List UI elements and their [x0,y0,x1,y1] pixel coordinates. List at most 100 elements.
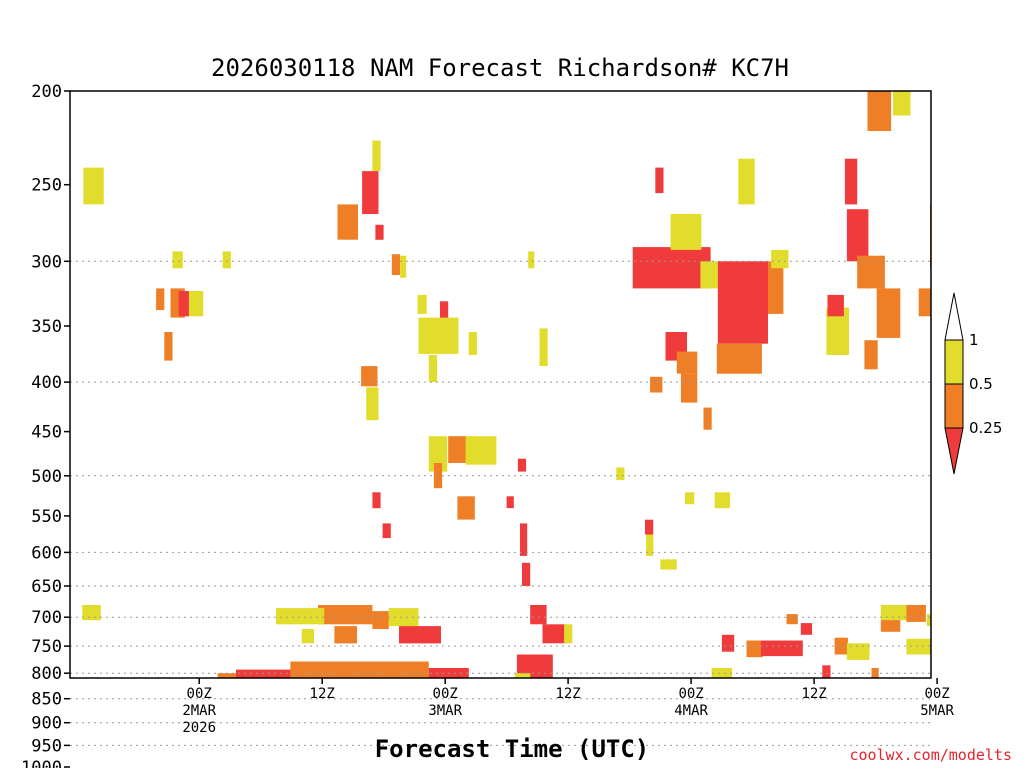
ri-cell [918,288,931,317]
ri-cell [522,562,531,586]
colorbar-label: 0.25 [969,419,1002,437]
ri-cell [716,343,762,374]
ri-cell [650,376,663,393]
x-tick-label: 4MAR [674,703,708,719]
ri-cell [372,140,381,172]
ri-cell [428,436,448,472]
ri-cell [514,673,531,678]
ri-cell [506,496,514,509]
ri-cell [391,254,400,275]
y-tick-label: 500 [31,467,62,487]
ri-cell [440,301,449,320]
ri-cell [318,605,373,625]
ri-cell [539,328,548,366]
ri-cell [680,373,698,403]
ri-cell [382,523,391,539]
ri-cell [721,634,735,652]
colorbar-legend: 1 0.5 0.25 [944,292,1002,475]
ri-cell [703,407,712,430]
credit-text: coolwx.com/modelts [849,746,1012,764]
ri-cell [188,291,204,317]
chart-title: 2026030118 NAM Forecast Richardson# KC7H [211,54,789,82]
y-tick-label: 900 [31,714,62,734]
ri-cell [276,608,325,625]
y-tick-label: 850 [31,690,62,710]
ri-cell [738,158,755,205]
ri-cell [685,492,695,505]
ri-cell [400,255,407,278]
x-tick-label: 5MAR [920,703,954,719]
colorbar-bin [944,383,964,429]
ri-cell [372,492,381,509]
ri-cell [768,261,784,314]
ri-cell [857,255,885,289]
y-tick-label: 700 [31,608,62,628]
plot-background [70,91,931,678]
y-tick-label: 750 [31,637,62,657]
x-axis-label: Forecast Time (UTC) [375,735,650,763]
ri-cell [516,654,553,678]
ri-cell [520,523,528,556]
ri-cell [417,294,427,314]
ri-cell [786,614,798,625]
ri-cell [771,249,789,269]
ri-cell [834,637,848,655]
colorbar-label: 1 [969,331,979,349]
colorbar-bottom-arrow [944,427,964,475]
x-tick-label: 12Z [310,686,335,702]
ri-cell [876,288,901,338]
ri-cell [388,608,419,627]
richardson-cells [82,91,931,678]
y-tick-label: 1000 [21,758,62,768]
y-tick-label: 300 [31,252,62,272]
ri-cell [465,436,497,465]
x-tick-label: 2MAR [182,703,216,719]
ri-cell [418,317,459,354]
plot-frame [69,90,932,679]
ri-cell [880,620,901,632]
ri-cell [926,614,931,626]
ri-cell [660,559,677,570]
ri-cell [361,366,378,387]
colorbar-label: 0.5 [969,375,993,393]
y-tick-label: 350 [31,317,62,337]
ri-cell [334,626,357,644]
ri-cell [827,294,844,317]
ri-cell [372,611,389,629]
ri-cell [236,669,306,678]
ri-cell [301,629,314,644]
ri-cell [655,167,664,194]
ri-cell [906,605,926,622]
ri-cell [717,261,768,344]
ri-cell [337,204,358,240]
x-tick-label: 00Z [678,686,703,702]
ri-cell [846,209,869,262]
x-tick-label: 2026 [182,720,216,736]
ri-cell [164,332,173,361]
x-tick-label: 00Z [187,686,212,702]
ri-cell [616,467,625,481]
ri-cell [700,261,718,289]
ri-cell [746,640,763,658]
ri-cell [222,251,231,269]
ri-cell [457,496,475,520]
ri-cell [468,332,477,355]
x-tick-label: 00Z [433,686,458,702]
y-tick-label: 650 [31,577,62,597]
ri-cell [362,171,379,214]
ri-cell [864,340,878,370]
ri-cell [760,640,803,657]
ri-cell [800,623,813,635]
y-tick-label: 400 [31,373,62,393]
y-tick-label: 200 [31,82,62,102]
ri-cell [375,224,384,240]
y-tick-label: 250 [31,176,62,196]
y-tick-label: 550 [31,507,62,527]
colorbar-bin [944,339,964,385]
ri-cell [428,355,437,383]
ri-cell [826,307,849,355]
x-tick-label: 3MAR [428,703,462,719]
y-tick-label: 950 [31,736,62,756]
ri-cell [366,387,379,421]
